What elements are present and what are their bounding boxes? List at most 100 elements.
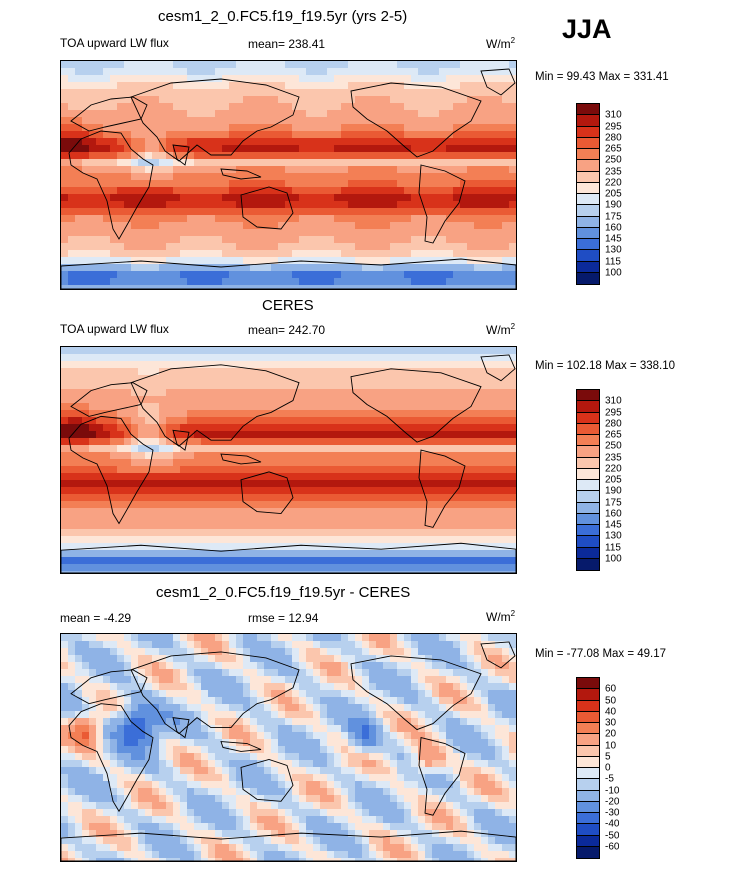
colorbar-tick-label: 220: [605, 177, 622, 189]
colorbar-tick-label: -60: [605, 841, 620, 853]
colorbar-tick-label: 60: [605, 683, 617, 695]
colorbar-swatch: [577, 768, 599, 780]
mean-label: mean = -4.29: [60, 611, 132, 625]
colorbar-swatch: [577, 194, 599, 206]
colorbar-swatch: [577, 216, 599, 228]
rmse-label: rmse = 12.94: [248, 611, 319, 625]
colorbar-tick-label: -5: [605, 773, 614, 785]
field-shading: [61, 61, 516, 289]
colorbar-tick-label: 295: [605, 407, 622, 418]
colorbar-tick-label: 175: [605, 497, 622, 508]
coastlines: [61, 642, 516, 861]
colorbar-tick-label: 115: [605, 256, 621, 267]
colorbar-swatch: [577, 468, 599, 480]
colorbar-swatch: [577, 835, 599, 847]
colorbar-swatch: [577, 239, 599, 251]
colorbar-tick-label: 20: [605, 728, 617, 740]
field-shading: [61, 347, 516, 573]
colorbar-tick-label: 295: [605, 121, 622, 132]
colorbar-tick-label: 100: [605, 553, 622, 565]
colorbar-tick-label: 50: [605, 695, 617, 706]
colorbar-swatch: [577, 227, 599, 239]
colorbar-tick-label: 130: [605, 530, 622, 542]
colorbar-tick-label: 30: [605, 717, 617, 729]
colorbar-swatch: [577, 824, 599, 836]
colorbar-tick-label: 145: [605, 519, 622, 531]
colorbar-tick-label: 10: [605, 740, 617, 751]
colorbar-swatch: [577, 423, 599, 435]
colorbar-swatch: [577, 801, 599, 813]
colorbar-swatch: [577, 149, 599, 161]
colorbar-swatch: [577, 401, 599, 413]
colorbar-swatch: [577, 745, 599, 757]
colorbar-tick-label: 265: [605, 143, 622, 155]
colorbar-tick-label: 205: [605, 188, 622, 200]
colorbar-swatch: [577, 412, 599, 424]
units-label: W/m2: [486, 36, 516, 51]
colorbar-swatch: [577, 480, 599, 492]
colorbar-tick-label: 160: [605, 508, 622, 520]
colorbar-swatch: [577, 525, 599, 537]
map-model: [60, 60, 517, 290]
colorbar-tick-label: 265: [605, 429, 622, 441]
colorbar-swatch: [577, 171, 599, 183]
field-shading: [61, 634, 516, 861]
colorbar-tick-label: 130: [605, 244, 622, 256]
colorbar-swatch: [577, 779, 599, 791]
colorbar-swatch: [577, 182, 599, 194]
colorbar-swatch: [577, 846, 599, 858]
colorbar-tick-label: 310: [605, 395, 622, 407]
colorbar: 310 295 280 265 250 235 220 205 190 175 160 145 130 1…: [576, 103, 622, 285]
map-difference: [60, 633, 517, 862]
colorbar-swatch: [577, 734, 599, 746]
colorbar-tick-label: -10: [605, 785, 620, 796]
colorbar-swatch: [577, 205, 599, 217]
colorbar-tick-label: 145: [605, 233, 622, 245]
mean-label: mean= 238.41: [248, 37, 326, 51]
colorbar-swatch: [577, 390, 599, 402]
colorbar-tick-label: 220: [605, 463, 622, 475]
colorbar-tick-label: 250: [605, 154, 622, 166]
colorbar-tick-label: 160: [605, 222, 622, 234]
colorbar-swatch: [577, 457, 599, 469]
colorbar: 60 50 40 30 20 10 5 0 -5 -10 -20 -30 -40 -50 -60: [576, 677, 619, 859]
panel-title: cesm1_2_0.FC5.f19_f19.5yr - CERES: [156, 584, 411, 601]
colorbar-swatch: [577, 261, 599, 273]
colorbar-swatch: [577, 115, 599, 127]
colorbar-tick-label: 190: [605, 199, 622, 211]
colorbar-tick-label: 5: [605, 751, 611, 763]
colorbar-swatch: [577, 756, 599, 768]
colorbar-tick-label: 250: [605, 440, 622, 452]
colorbar-tick-label: 280: [605, 132, 622, 144]
colorbar-tick-label: 205: [605, 474, 622, 486]
colorbar-swatch: [577, 547, 599, 559]
min-max-label: Min = -77.08 Max = 49.17: [535, 648, 667, 660]
min-max-label: Min = 102.18 Max = 338.10: [535, 360, 676, 372]
colorbar-swatch: [577, 536, 599, 548]
colorbar-tick-label: 0: [605, 762, 611, 774]
mean-label: mean= 242.70: [248, 323, 326, 337]
colorbar-swatch: [577, 711, 599, 723]
colorbar-swatch: [577, 513, 599, 525]
variable-label: TOA upward LW flux: [60, 36, 169, 50]
colorbar-tick-label: -40: [605, 818, 620, 830]
colorbar-swatch: [577, 813, 599, 825]
season-label: JJA: [562, 14, 612, 44]
colorbar-swatch: [577, 558, 599, 570]
colorbar-swatch: [577, 446, 599, 458]
colorbar-swatch: [577, 104, 599, 116]
colorbar-tick-label: 280: [605, 418, 622, 430]
units-label: W/m2: [486, 609, 516, 624]
colorbar-swatch: [577, 723, 599, 735]
colorbar-tick-label: 310: [605, 109, 622, 121]
colorbar-tick-label: 190: [605, 485, 622, 497]
colorbar: 310 295 280 265 250 235 220 205 190 175 160 145 130 1…: [576, 389, 622, 571]
colorbar-tick-label: -20: [605, 796, 620, 808]
colorbar-swatch: [577, 250, 599, 262]
colorbar-swatch: [577, 700, 599, 712]
colorbar-swatch: [577, 790, 599, 802]
colorbar-tick-label: 115: [605, 542, 621, 553]
map-ceres: [60, 346, 517, 574]
colorbar-swatch: [577, 272, 599, 284]
colorbar-tick-label: 235: [605, 452, 622, 463]
